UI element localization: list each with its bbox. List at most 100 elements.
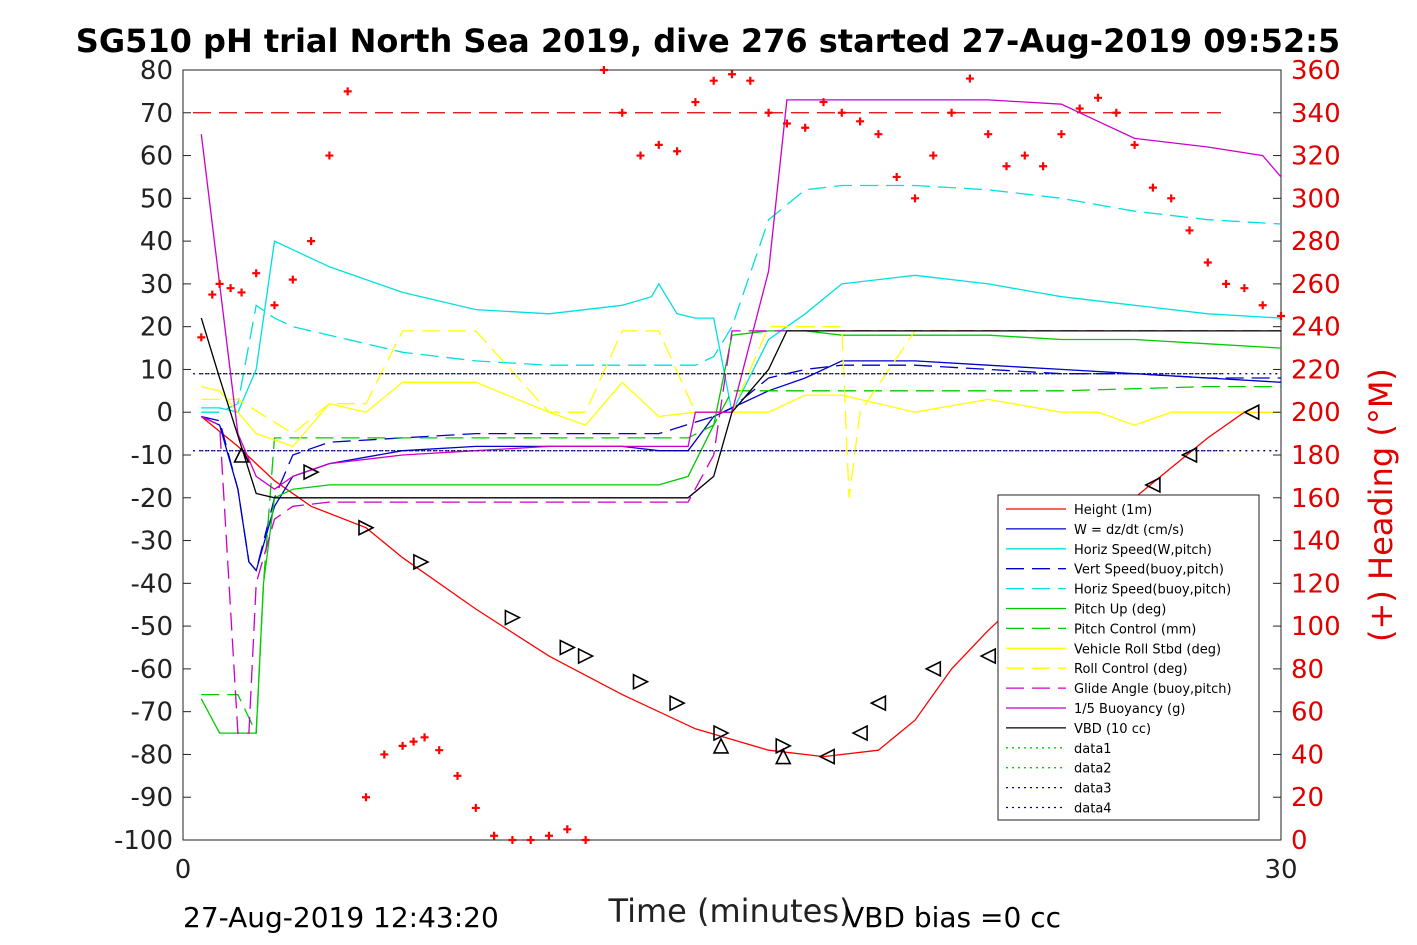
legend-label: Roll Control (deg): [1074, 662, 1188, 677]
heading-point: [764, 108, 773, 117]
y-left-tick-label: -40: [131, 569, 173, 599]
triangle-marker: [713, 724, 730, 742]
legend-label: data3: [1074, 782, 1112, 797]
heading-point: [1277, 311, 1285, 320]
heading-point: [526, 836, 535, 844]
heading-point: [599, 66, 608, 74]
y-right-tick-label: 40: [1291, 740, 1324, 770]
triangle-marker: [413, 553, 430, 571]
y-right-tick-label: 200: [1291, 398, 1341, 428]
triangle-marker-up: [233, 446, 250, 463]
heading-point: [709, 76, 718, 85]
legend-label: Glide Angle (buoy,pitch): [1074, 682, 1232, 697]
y-left-tick-label: -70: [131, 698, 173, 728]
heading-point: [654, 140, 663, 149]
legend-label: Vehicle Roll Stbd (deg): [1074, 642, 1221, 657]
y-left-tick-label: 40: [140, 227, 173, 257]
heading-point: [325, 151, 334, 160]
heading-point: [208, 290, 217, 299]
y-right-tick-label: 120: [1291, 569, 1341, 599]
footer-timestamp: 27-Aug-2019 12:43:20: [183, 901, 499, 934]
x-tick-label: 30: [1264, 855, 1297, 885]
footer-vbd-bias: VBD bias =0 cc: [845, 901, 1061, 934]
y-right-tick-label: 20: [1291, 783, 1324, 813]
triangle-marker-up: [774, 747, 792, 765]
triangle-marker: [924, 660, 942, 678]
y-right-tick-label: 320: [1291, 142, 1341, 172]
heading-point: [343, 87, 352, 96]
y-right-tick-label: 360: [1291, 56, 1341, 86]
heading-point: [1203, 258, 1212, 267]
x-tick-label: 0: [175, 855, 192, 885]
heading-point: [398, 741, 407, 750]
triangle-marker: [1144, 476, 1161, 494]
y-left-tick-label: -50: [131, 612, 173, 642]
heading-point: [1094, 93, 1102, 102]
heading-point: [490, 831, 499, 840]
heading-point: [563, 825, 572, 834]
y-right-tick-label: 280: [1291, 227, 1341, 257]
series-pitch-up-deg: [200, 330, 1282, 734]
heading-point: [226, 284, 235, 293]
heading-point: [420, 733, 429, 742]
heading-point: [965, 74, 974, 83]
y-left-tick-label: -80: [131, 740, 173, 770]
heading-point: [691, 98, 700, 107]
legend-label: Pitch Control (mm): [1074, 622, 1196, 637]
y-right-tick-label: 340: [1291, 99, 1341, 129]
heading-point: [307, 237, 316, 246]
series-vert-speed-buoy-pitch: [201, 364, 1281, 572]
triangle-marker: [1180, 446, 1198, 464]
triangle-marker: [851, 724, 868, 742]
heading-point: [409, 737, 418, 746]
heading-point: [471, 803, 480, 812]
heading-point: [1057, 130, 1066, 139]
triangle-marker: [1242, 403, 1260, 421]
heading-point: [929, 151, 938, 160]
heading-point: [636, 151, 645, 160]
y-left-tick-label: 80: [140, 56, 173, 86]
y-right-tick-label: 60: [1291, 698, 1324, 728]
y-left-tick-label: 0: [156, 398, 173, 428]
legend-label: Vert Speed(buoy,pitch): [1074, 563, 1224, 578]
series-horiz-speed-buoy-pitch: [201, 184, 1282, 413]
y-right-tick-label: 260: [1291, 270, 1341, 300]
legend-label: W = dz/dt (cm/s): [1074, 523, 1184, 538]
triangle-marker: [559, 639, 577, 656]
heading-point: [1020, 151, 1029, 160]
y-right-tick-label: 140: [1291, 527, 1341, 557]
heading-point: [728, 70, 736, 79]
heading-point: [1222, 279, 1231, 288]
triangle-marker: [818, 748, 835, 765]
y-right-tick-label: 80: [1291, 655, 1324, 685]
y-left-tick-label: -10: [131, 441, 173, 471]
heading-point: [892, 172, 901, 181]
series-vbd-10-cc: [200, 317, 1281, 499]
heading-point: [1185, 226, 1194, 235]
heading-point: [984, 130, 993, 139]
y-left-tick-label: 30: [140, 270, 173, 300]
heading-point: [819, 98, 828, 107]
triangle-marker: [979, 647, 996, 665]
y-left-tick-label: 20: [140, 313, 173, 343]
series-horiz-speed-w-pitch: [201, 240, 1282, 415]
heading-point: [874, 130, 883, 139]
y-right-tick-label: 300: [1291, 184, 1341, 214]
heading-series: [197, 66, 1285, 844]
triangle-marker: [504, 609, 522, 626]
heading-point: [1148, 183, 1157, 192]
legend-label: 1/5 Buoyancy (g): [1074, 702, 1185, 717]
y-right-tick-label: 0: [1291, 826, 1308, 856]
heading-point: [508, 836, 517, 844]
legend-label: Horiz Speed(buoy,pitch): [1074, 583, 1231, 598]
legend-label: VBD (10 cc): [1074, 722, 1151, 737]
heading-point: [1258, 301, 1267, 310]
heading-point: [453, 771, 462, 780]
legend-label: Pitch Up (deg): [1074, 603, 1166, 618]
heading-point: [911, 194, 919, 203]
y-right-tick-label: 240: [1291, 313, 1341, 343]
y-right-tick-label: 220: [1291, 355, 1341, 385]
heading-point: [270, 301, 279, 310]
legend-label: Height (1m): [1074, 503, 1152, 518]
